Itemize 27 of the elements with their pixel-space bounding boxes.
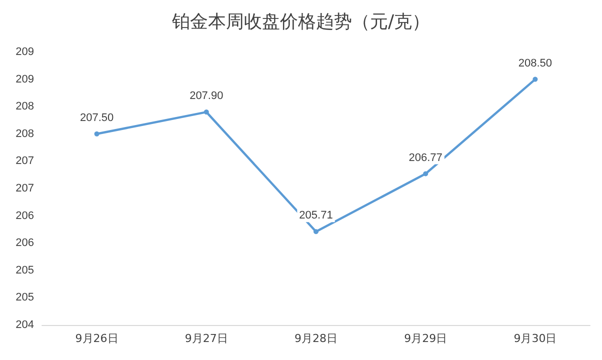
- x-tick-label: 9月26日: [75, 332, 118, 345]
- y-tick-label: 209: [16, 46, 34, 58]
- data-label: 205.71: [299, 210, 333, 222]
- point: [532, 76, 538, 82]
- y-tick-label: 207: [16, 182, 34, 194]
- x-tick-label: 9月30日: [514, 332, 557, 345]
- data-label: 206.77: [408, 152, 442, 164]
- x-tick-label: 9月29日: [404, 332, 448, 345]
- point: [314, 229, 318, 234]
- point: [204, 110, 209, 115]
- y-tick-label: 204: [16, 319, 34, 331]
- y-tick-label: 206: [16, 210, 34, 222]
- data-label: 207.50: [80, 112, 114, 124]
- x-tick-label: 9月28日: [294, 332, 338, 345]
- point: [423, 171, 428, 176]
- x-tick-label: 9月27日: [184, 332, 228, 345]
- y-tick-label: 205: [16, 264, 34, 276]
- y-tick-label: 205: [16, 292, 34, 304]
- data-label: 208.50: [518, 57, 552, 70]
- chart-title: 铂金本周收盘价格趋势（元/克）: [170, 12, 430, 32]
- y-tick-label: 207: [16, 155, 34, 168]
- y-tick-label: 209: [16, 73, 34, 86]
- y-tick-label: 206: [16, 237, 34, 250]
- y-tick-label: 208: [16, 128, 34, 140]
- data-label: 207.90: [190, 90, 224, 102]
- y-tick-label: 208: [16, 100, 34, 113]
- point: [94, 131, 100, 136]
